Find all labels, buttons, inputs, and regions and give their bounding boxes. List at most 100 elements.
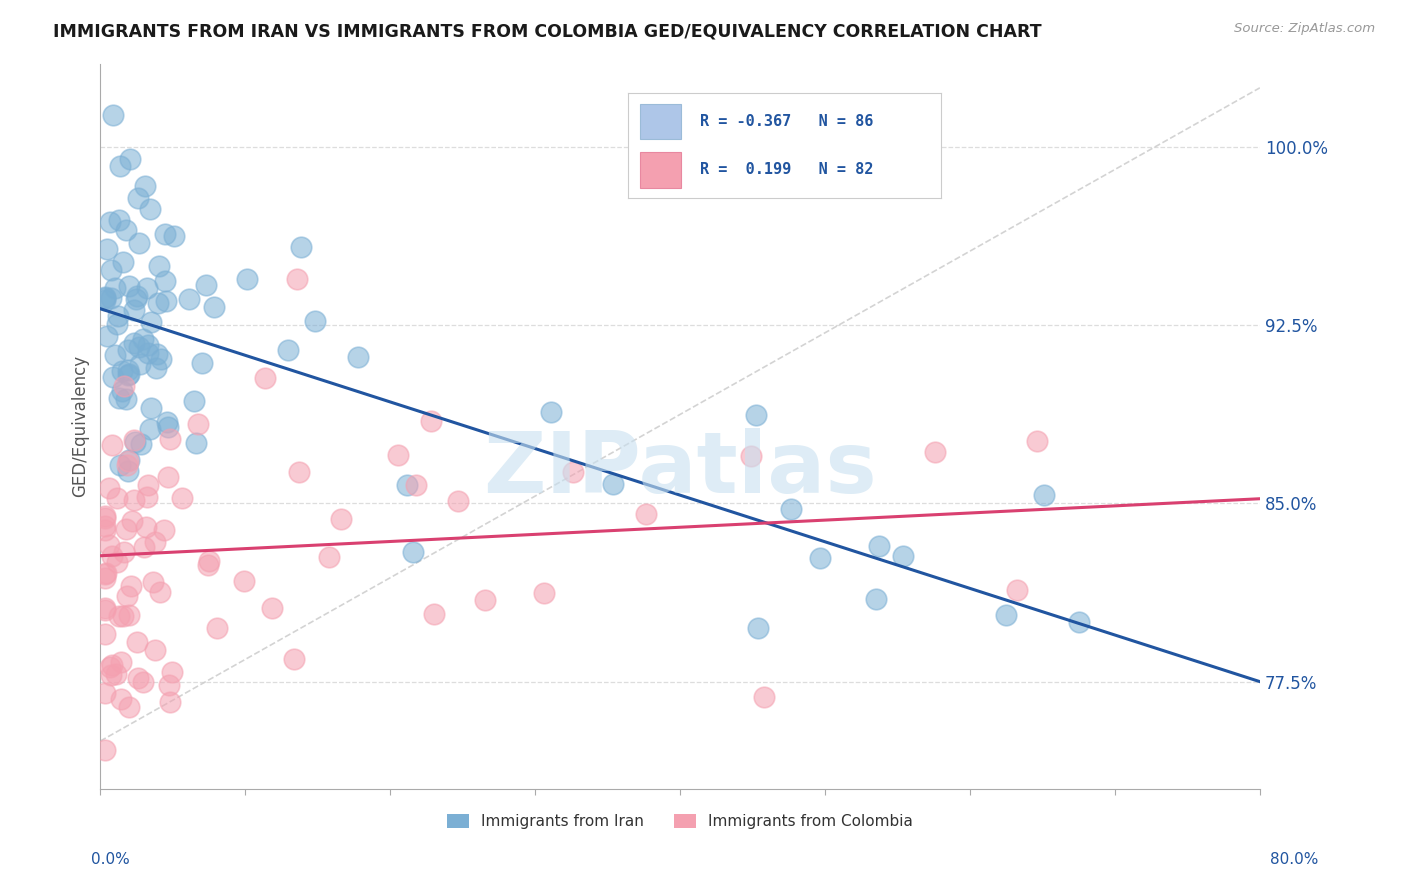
Point	[104, 348, 127, 362]
Point	[405, 478, 427, 492]
Point	[103, 108, 125, 122]
Point	[197, 558, 219, 572]
Point	[149, 351, 172, 366]
Point	[318, 550, 340, 565]
Point	[304, 314, 326, 328]
Point	[118, 700, 141, 714]
Point	[114, 522, 136, 536]
Text: IMMIGRANTS FROM IRAN VS IMMIGRANTS FROM COLOMBIA GED/EQUIVALENCY CORRELATION CHA: IMMIGRANTS FROM IRAN VS IMMIGRANTS FROM …	[53, 22, 1042, 40]
Point	[1067, 615, 1090, 629]
Point	[93, 523, 115, 537]
Point	[124, 434, 146, 449]
Point	[112, 545, 135, 559]
Point	[153, 227, 176, 241]
Point	[153, 523, 176, 537]
Text: 80.0%: 80.0%	[1271, 852, 1319, 867]
Point	[114, 392, 136, 407]
Point	[101, 657, 124, 672]
Point	[808, 551, 831, 566]
Point	[136, 490, 159, 504]
Point	[110, 692, 132, 706]
Point	[159, 432, 181, 446]
Point	[127, 191, 149, 205]
Point	[104, 667, 127, 681]
Point	[401, 545, 423, 559]
Point	[288, 465, 311, 479]
Point	[100, 291, 122, 305]
Point	[128, 340, 150, 354]
Text: 0.0%: 0.0%	[91, 852, 131, 867]
Point	[101, 438, 124, 452]
Point	[117, 589, 139, 603]
Point	[780, 502, 803, 516]
Point	[103, 369, 125, 384]
Point	[134, 541, 156, 555]
Point	[740, 449, 762, 463]
Point	[125, 292, 148, 306]
Point	[868, 540, 890, 554]
Point	[94, 293, 117, 308]
Point	[160, 665, 183, 679]
Point	[198, 554, 221, 568]
Legend: Immigrants from Iran, Immigrants from Colombia: Immigrants from Iran, Immigrants from Co…	[441, 807, 920, 835]
Point	[93, 571, 115, 585]
Point	[108, 159, 131, 173]
Point	[120, 579, 142, 593]
Point	[122, 303, 145, 318]
Point	[179, 293, 201, 307]
Point	[561, 465, 583, 479]
Point	[125, 289, 148, 303]
Point	[186, 436, 208, 450]
Y-axis label: GED/Equivalency: GED/Equivalency	[72, 355, 89, 498]
Point	[139, 315, 162, 329]
Point	[127, 671, 149, 685]
Point	[202, 300, 225, 314]
Point	[419, 414, 441, 428]
Point	[117, 368, 139, 382]
Point	[107, 609, 129, 624]
Point	[330, 511, 353, 525]
Point	[115, 222, 138, 236]
Point	[122, 433, 145, 447]
Point	[157, 678, 180, 692]
Point	[114, 379, 136, 393]
Point	[195, 277, 218, 292]
Point	[118, 607, 141, 622]
Point	[94, 566, 117, 580]
Point	[105, 555, 128, 569]
Point	[745, 408, 768, 422]
Point	[1005, 582, 1028, 597]
Point	[865, 591, 887, 606]
Point	[447, 493, 470, 508]
Point	[533, 586, 555, 600]
Point	[1033, 488, 1056, 502]
Point	[111, 364, 134, 378]
Point	[100, 263, 122, 277]
Point	[747, 621, 769, 635]
Point	[290, 240, 312, 254]
Point	[277, 343, 299, 357]
Point	[93, 743, 115, 757]
Point	[94, 685, 117, 699]
Point	[103, 281, 125, 295]
Point	[93, 291, 115, 305]
Point	[139, 422, 162, 436]
Point	[752, 690, 775, 704]
Point	[127, 635, 149, 649]
Point	[93, 601, 115, 615]
Point	[122, 336, 145, 351]
Point	[98, 481, 121, 495]
Point	[100, 668, 122, 682]
Point	[117, 458, 139, 472]
Point	[285, 272, 308, 286]
Point	[96, 242, 118, 256]
Point	[132, 674, 155, 689]
Point	[112, 255, 135, 269]
Point	[235, 272, 257, 286]
Point	[191, 355, 214, 369]
Point	[117, 464, 139, 478]
Point	[93, 603, 115, 617]
Point	[117, 363, 139, 377]
Point	[205, 621, 228, 635]
Point	[396, 478, 419, 492]
